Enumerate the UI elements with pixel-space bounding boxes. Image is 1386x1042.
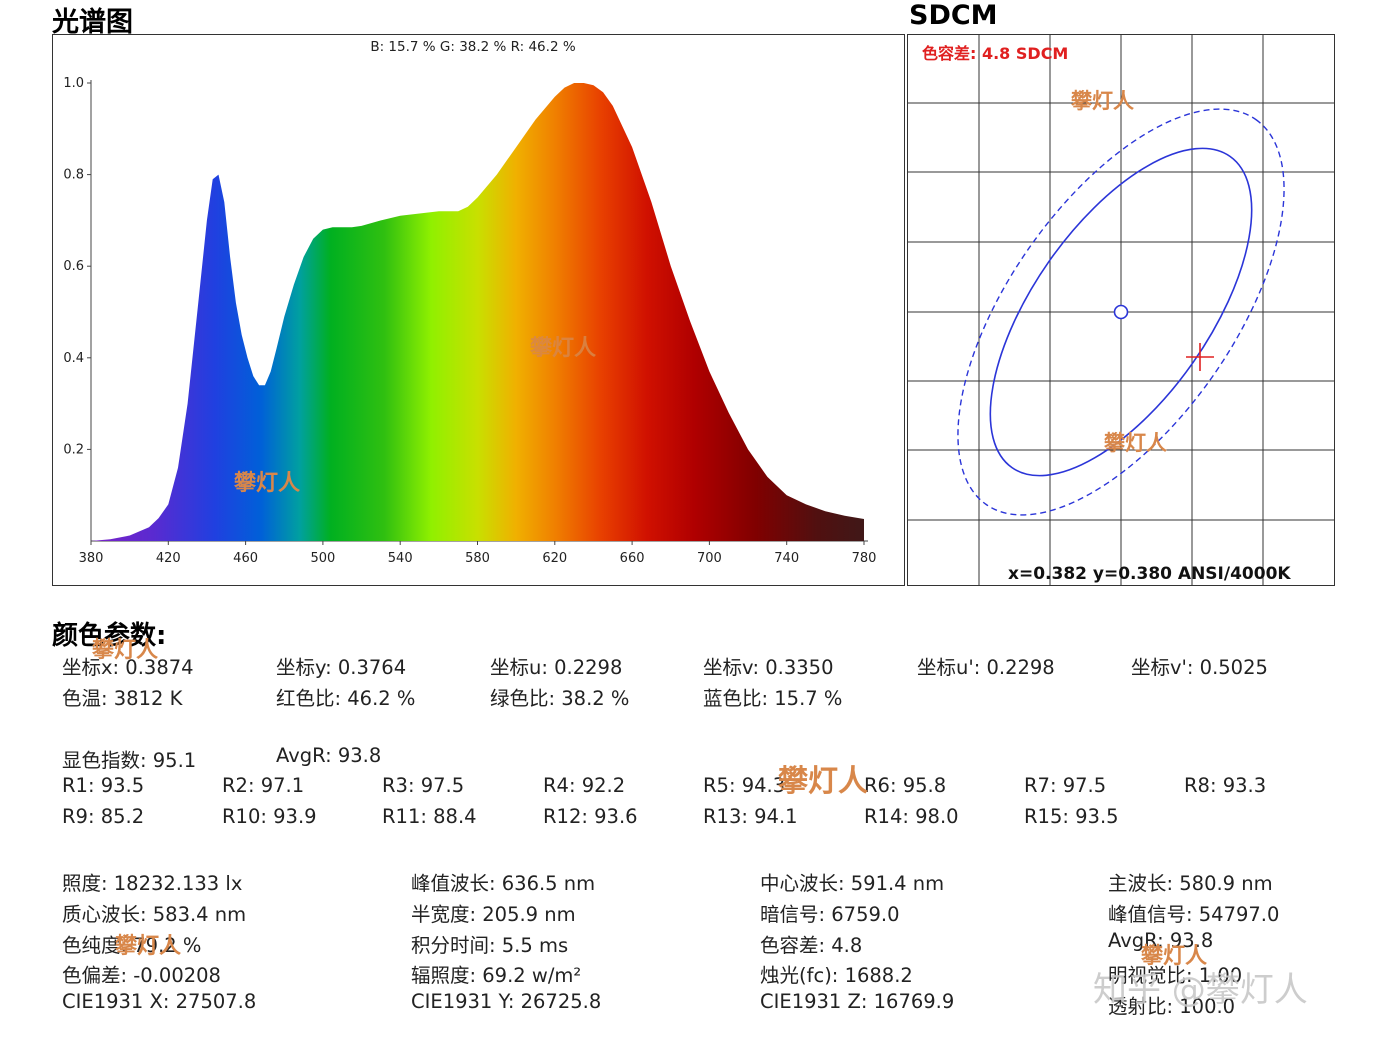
param-r4: R4: 92.2 [543, 774, 626, 797]
x-tick-label: 740 [774, 551, 799, 566]
param-blue-ratio: 蓝色比: 15.7 % [703, 687, 843, 710]
param-integration-time: 积分时间: 5.5 ms [411, 934, 569, 957]
param-centroid-wavelength: 质心波长: 583.4 nm [62, 903, 247, 926]
param-illuminance: 照度: 18232.133 lx [62, 872, 243, 895]
watermark: 攀灯人 [530, 336, 597, 361]
sdcm-coord-label: x=0.382 y=0.380 ANSI/4000K [1008, 564, 1291, 584]
watermark: 攀灯人 [1141, 944, 1208, 969]
y-tick-label: 0.2 [63, 442, 84, 457]
spectrum-area [91, 83, 864, 541]
param-dominant-wavelength: 主波长: 580.9 nm [1108, 872, 1273, 895]
param-cie-y: CIE1931 Y: 26725.8 [411, 990, 602, 1013]
param-coord-u: 坐标u: 0.2298 [490, 656, 623, 679]
param-r2: R2: 97.1 [222, 774, 305, 797]
spectrum-title: 光谱图 [52, 7, 133, 38]
x-tick-label: 460 [233, 551, 258, 566]
params-title: 颜色参数: [52, 621, 167, 651]
credit-watermark: 知乎 @攀灯人 [1093, 970, 1308, 1010]
x-tick-label: 620 [542, 551, 567, 566]
x-tick-label: 780 [852, 551, 877, 566]
y-tick-label: 1.0 [63, 76, 84, 91]
sdcm-measured-marker [1186, 343, 1214, 371]
param-irradiance: 辐照度: 69.2 w/m² [411, 964, 582, 987]
param-photopic-ratio: 明视觉比: 1.00 [1108, 964, 1243, 987]
param-cct: 色温: 3812 K [62, 687, 183, 710]
param-peak-signal: 峰值信号: 54797.0 [1108, 903, 1280, 926]
sdcm-inner-ellipse [989, 147, 1253, 477]
param-r11: R11: 88.4 [382, 805, 477, 828]
param-r6: R6: 95.8 [864, 774, 947, 797]
param-coord-u-prime: 坐标u': 0.2298 [917, 656, 1055, 679]
param-coord-v: 坐标v: 0.3350 [703, 656, 834, 679]
param-r1: R1: 93.5 [62, 774, 145, 797]
param-coord-v-prime: 坐标v': 0.5025 [1131, 656, 1268, 679]
param-color-tolerance: 色容差: 4.8 [760, 934, 863, 957]
y-tick-label: 0.6 [63, 259, 84, 274]
x-tick-label: 660 [620, 551, 645, 566]
x-tick-label: 540 [388, 551, 413, 566]
param-r3: R3: 97.5 [382, 774, 465, 797]
param-purity: 色纯度: 79.2 % [62, 934, 202, 957]
sdcm-plot: 色容差: 4.8 SDCM x=0.382 y=0.380 ANSI/4000K [908, 35, 1334, 585]
param-fwhm: 半宽度: 205.9 nm [411, 903, 576, 926]
param-cie-x: CIE1931 X: 27507.8 [62, 990, 257, 1013]
spectrum-chart: 0.2 0.4 0.6 0.8 1.0 380 420 460 500 540 580 620 660 7… [52, 34, 905, 586]
param-cie-z: CIE1931 Z: 16769.9 [760, 990, 955, 1013]
sdcm-grid [908, 35, 1334, 585]
param-coord-x: 坐标x: 0.3874 [62, 656, 194, 679]
watermark: 攀灯人 [778, 764, 868, 799]
param-r5: R5: 94.3 [703, 774, 786, 797]
param-peak-wavelength: 峰值波长: 636.5 nm [411, 872, 596, 895]
watermark: 攀灯人 [115, 934, 182, 959]
x-tick-label: 580 [465, 551, 490, 566]
x-tick-label: 500 [310, 551, 335, 566]
watermark: 攀灯人 [1071, 89, 1134, 113]
y-tick-label: 0.4 [63, 351, 84, 366]
param-r9: R9: 85.2 [62, 805, 145, 828]
watermark: 攀灯人 [92, 638, 159, 663]
sdcm-outer-ellipse [957, 108, 1285, 516]
param-footcandle: 烛光(fc): 1688.2 [760, 964, 913, 987]
param-r14: R14: 98.0 [864, 805, 959, 828]
param-dark-signal: 暗信号: 6759.0 [760, 903, 900, 926]
sdcm-chart: 色容差: 4.8 SDCM x=0.382 y=0.380 ANSI/4000K [907, 34, 1335, 586]
sdcm-tolerance-label: 色容差: 4.8 SDCM [922, 44, 1068, 63]
spectrum-plot: 0.2 0.4 0.6 0.8 1.0 380 420 460 500 540 580 620 660 7… [63, 39, 877, 566]
param-cri: 显色指数: 95.1 [62, 749, 197, 772]
watermark: 攀灯人 [234, 471, 301, 496]
param-r7: R7: 97.5 [1024, 774, 1107, 797]
param-r10: R10: 93.9 [222, 805, 317, 828]
param-center-wavelength: 中心波长: 591.4 nm [760, 872, 945, 895]
param-duv: 色偏差: -0.00208 [62, 964, 221, 987]
ratio-label: B: 15.7 % G: 38.2 % R: 46.2 % [370, 39, 575, 55]
param-avgr: AvgR: 93.8 [276, 744, 382, 767]
param-r8: R8: 93.3 [1184, 774, 1267, 797]
param-coord-y: 坐标y: 0.3764 [276, 656, 407, 679]
sdcm-center-marker [1113, 304, 1129, 320]
sdcm-title: SDCM [909, 0, 998, 31]
param-transmittance: 透射比: 100.0 [1108, 995, 1236, 1018]
param-red-ratio: 红色比: 46.2 % [276, 687, 416, 710]
x-tick-label: 420 [156, 551, 181, 566]
x-tick-label: 700 [697, 551, 722, 566]
param-r12: R12: 93.6 [543, 805, 638, 828]
param-r15: R15: 93.5 [1024, 805, 1119, 828]
watermark: 攀灯人 [1104, 431, 1167, 455]
y-tick-label: 0.8 [63, 168, 84, 183]
param-green-ratio: 绿色比: 38.2 % [490, 687, 630, 710]
x-tick-label: 380 [79, 551, 104, 566]
param-r13: R13: 94.1 [703, 805, 798, 828]
param-avgr-2: AvgR: 93.8 [1108, 929, 1214, 952]
